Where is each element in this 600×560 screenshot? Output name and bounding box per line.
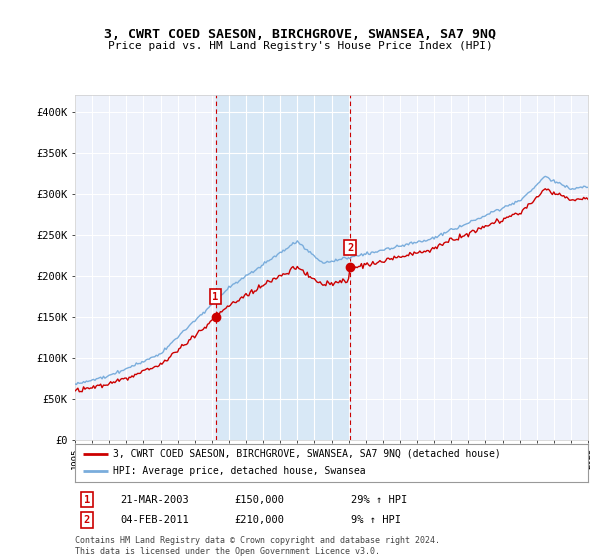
Text: 9% ↑ HPI: 9% ↑ HPI: [351, 515, 401, 525]
Text: 1: 1: [84, 494, 90, 505]
Text: Contains HM Land Registry data © Crown copyright and database right 2024.
This d: Contains HM Land Registry data © Crown c…: [75, 536, 440, 556]
Bar: [215, 95, 350, 440]
Text: 3, CWRT COED SAESON, BIRCHGROVE, SWANSEA, SA7 9NQ (detached house): 3, CWRT COED SAESON, BIRCHGROVE, SWANSEA…: [113, 449, 501, 459]
Text: Price paid vs. HM Land Registry's House Price Index (HPI): Price paid vs. HM Land Registry's House …: [107, 41, 493, 52]
Text: 29% ↑ HPI: 29% ↑ HPI: [351, 494, 407, 505]
Text: £210,000: £210,000: [234, 515, 284, 525]
Text: 1: 1: [212, 292, 218, 302]
Text: HPI: Average price, detached house, Swansea: HPI: Average price, detached house, Swan…: [113, 466, 366, 477]
Text: 2: 2: [347, 242, 353, 253]
Text: 04-FEB-2011: 04-FEB-2011: [120, 515, 189, 525]
Text: 3, CWRT COED SAESON, BIRCHGROVE, SWANSEA, SA7 9NQ: 3, CWRT COED SAESON, BIRCHGROVE, SWANSEA…: [104, 28, 496, 41]
Text: 2: 2: [84, 515, 90, 525]
Text: £150,000: £150,000: [234, 494, 284, 505]
Text: 21-MAR-2003: 21-MAR-2003: [120, 494, 189, 505]
